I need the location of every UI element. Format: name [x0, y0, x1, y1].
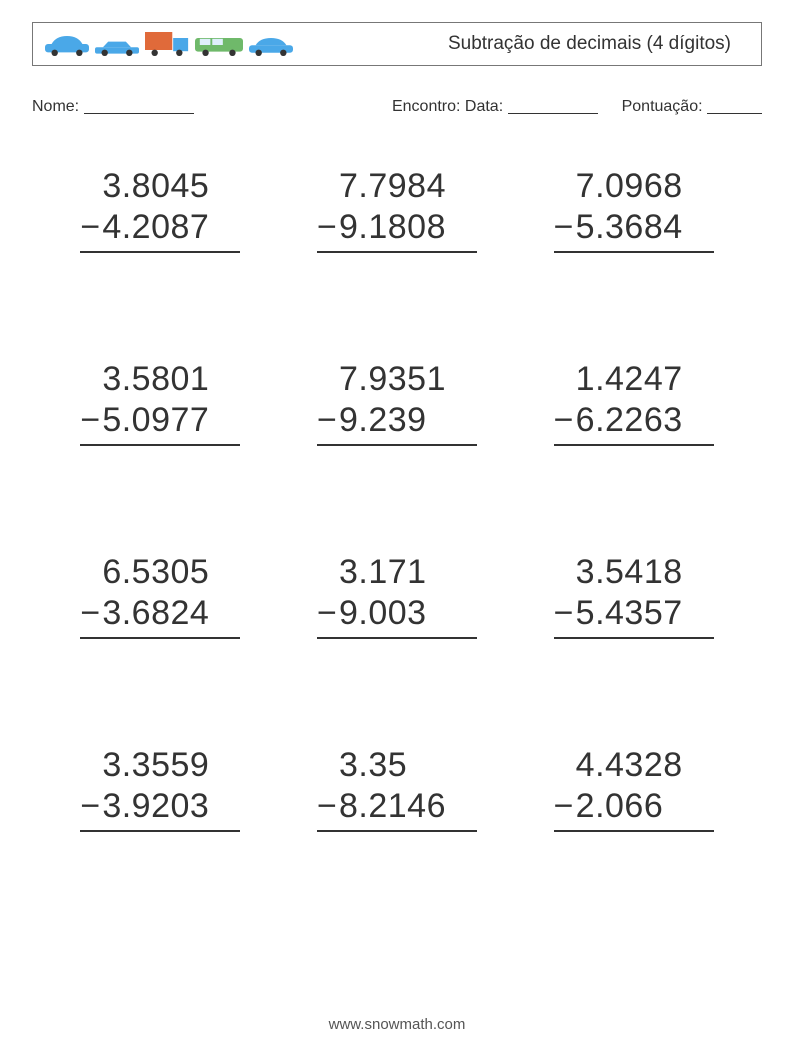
problem-6: 1.4247−6.2263	[554, 359, 714, 446]
vehicle-icons	[45, 32, 293, 56]
problem-4: 3.5801−5.0977	[80, 359, 240, 446]
problem-11: 3.35−8.2146	[317, 745, 477, 832]
van-icon	[195, 34, 243, 56]
car-icon	[45, 36, 89, 56]
minus-icon: −	[317, 207, 339, 248]
problem-2: 7.7984−9.1808	[317, 166, 477, 253]
problem-5: 7.9351−9.239	[317, 359, 477, 446]
problem-10: 3.3559−3.9203	[80, 745, 240, 832]
subtrahend: 9.003	[339, 593, 427, 634]
problems-grid: 3.8045−4.20877.7984−9.18087.0968−5.36843…	[32, 166, 762, 832]
subtrahend: 3.9203	[102, 786, 209, 827]
minuend: 4.4328	[554, 745, 714, 786]
minuend: 7.9351	[317, 359, 477, 400]
minuend: 3.5801	[80, 359, 240, 400]
minus-icon: −	[80, 593, 102, 634]
minus-icon: −	[317, 786, 339, 827]
minus-icon: −	[554, 786, 576, 827]
subtrahend: 2.066	[576, 786, 664, 827]
minuend: 7.7984	[317, 166, 477, 207]
problem-7: 6.5305−3.6824	[80, 552, 240, 639]
worksheet-title: Subtração de decimais (4 dígitos)	[448, 33, 731, 55]
subtrahend: 4.2087	[102, 207, 209, 248]
problem-9: 3.5418−5.4357	[554, 552, 714, 639]
minus-icon: −	[80, 786, 102, 827]
problem-12: 4.4328−2.066	[554, 745, 714, 832]
footer-site: www.snowmath.com	[0, 1016, 794, 1033]
subtrahend: 3.6824	[102, 593, 209, 634]
name-blank[interactable]	[84, 97, 194, 114]
minus-icon: −	[80, 400, 102, 441]
minuend: 3.5418	[554, 552, 714, 593]
subtrahend: 9.1808	[339, 207, 446, 248]
score-blank[interactable]	[707, 97, 762, 114]
minuend: 3.3559	[80, 745, 240, 786]
minus-icon: −	[554, 400, 576, 441]
minuend: 3.8045	[80, 166, 240, 207]
name-label: Nome:	[32, 98, 79, 115]
score-field: Pontuação:	[622, 94, 762, 116]
worksheet-page: Subtração de decimais (4 dígitos) Nome: …	[0, 0, 794, 1053]
encounter-label: Encontro: Data:	[392, 98, 503, 115]
truck-icon	[145, 32, 189, 56]
minuend: 3.35	[317, 745, 477, 786]
subtrahend: 5.4357	[576, 593, 683, 634]
problem-1: 3.8045−4.2087	[80, 166, 240, 253]
problem-3: 7.0968−5.3684	[554, 166, 714, 253]
minus-icon: −	[317, 593, 339, 634]
minus-icon: −	[80, 207, 102, 248]
minuend: 1.4247	[554, 359, 714, 400]
score-label: Pontuação:	[622, 98, 703, 115]
minus-icon: −	[554, 207, 576, 248]
date-field: Encontro: Data:	[392, 94, 598, 116]
minus-icon: −	[554, 593, 576, 634]
subtrahend: 6.2263	[576, 400, 683, 441]
problem-8: 3.171−9.003	[317, 552, 477, 639]
sedan-icon	[95, 40, 139, 56]
minuend: 7.0968	[554, 166, 714, 207]
info-row: Nome: Encontro: Data: Pontuação:	[32, 94, 762, 116]
header-box: Subtração de decimais (4 dígitos)	[32, 22, 762, 66]
subtrahend: 5.3684	[576, 207, 683, 248]
minus-icon: −	[317, 400, 339, 441]
subtrahend: 5.0977	[102, 400, 209, 441]
name-field: Nome:	[32, 94, 392, 116]
date-blank[interactable]	[508, 97, 598, 114]
minuend: 6.5305	[80, 552, 240, 593]
car-icon	[249, 38, 293, 56]
subtrahend: 8.2146	[339, 786, 446, 827]
subtrahend: 9.239	[339, 400, 427, 441]
minuend: 3.171	[317, 552, 477, 593]
